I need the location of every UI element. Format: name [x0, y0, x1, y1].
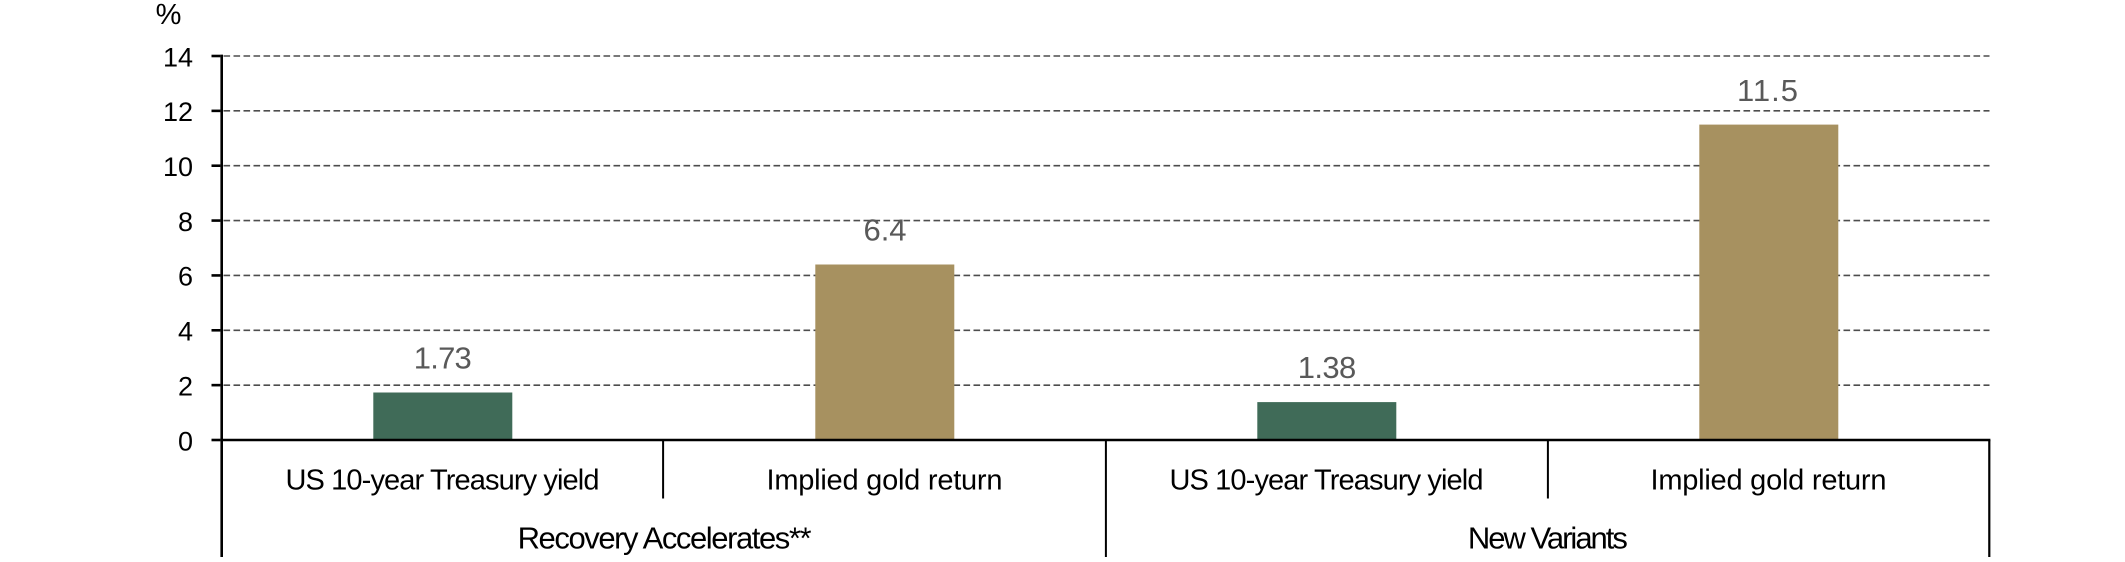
- svg-text:US 10-year Treasury yield: US 10-year Treasury yield: [1170, 465, 1484, 497]
- svg-text:Recovery Accelerates**: Recovery Accelerates**: [518, 520, 812, 555]
- svg-text:8: 8: [178, 207, 193, 237]
- svg-text:1.73: 1.73: [414, 341, 472, 376]
- svg-text:0: 0: [178, 426, 193, 456]
- svg-text:6.4: 6.4: [864, 213, 907, 248]
- svg-text:10: 10: [163, 152, 193, 182]
- svg-text:11.5: 11.5: [1737, 73, 1798, 108]
- svg-text:1.38: 1.38: [1298, 350, 1357, 385]
- svg-text:12: 12: [163, 97, 193, 127]
- svg-text:2: 2: [178, 371, 193, 401]
- svg-text:%: %: [156, 0, 182, 31]
- svg-text:14: 14: [163, 42, 193, 72]
- svg-text:Implied gold return: Implied gold return: [1651, 465, 1887, 497]
- svg-text:4: 4: [178, 317, 193, 347]
- svg-text:US 10-year Treasury yield: US 10-year Treasury yield: [286, 465, 600, 497]
- svg-text:New Variants: New Variants: [1468, 520, 1628, 555]
- svg-text:6: 6: [178, 262, 193, 292]
- svg-text:Implied gold return: Implied gold return: [767, 465, 1003, 497]
